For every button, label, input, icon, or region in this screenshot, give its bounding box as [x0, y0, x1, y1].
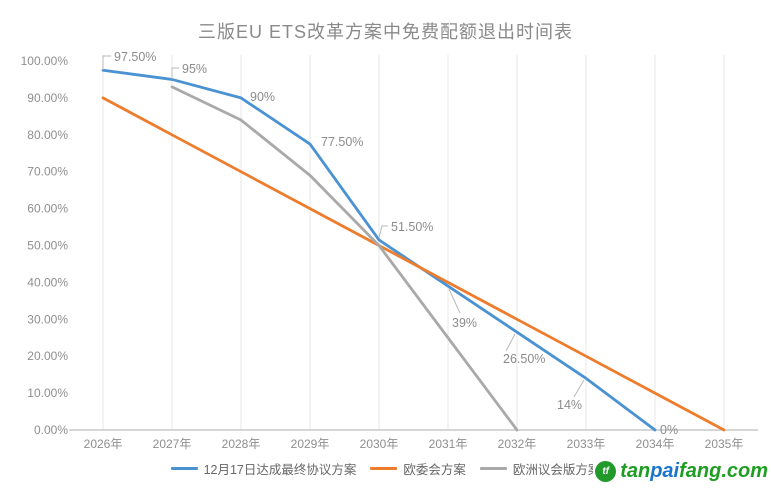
series-line	[101, 68, 657, 432]
data-label: 0%	[660, 423, 678, 437]
y-axis-label: 30.00%	[27, 312, 68, 326]
x-axis-label: 2026年	[84, 437, 123, 451]
x-axis-label: 2029年	[291, 437, 330, 451]
tanpaifang-logo-icon: tf	[595, 461, 617, 482]
y-axis-label: 70.00%	[27, 165, 68, 179]
data-label: 95%	[182, 62, 207, 76]
watermark-text-segment: pai	[650, 460, 680, 482]
label-leader-line	[448, 288, 461, 314]
chart-title: 三版EU ETS改革方案中免费配额退出时间表	[197, 22, 573, 42]
data-label: 90%	[250, 90, 275, 104]
y-axis-label: 60.00%	[27, 202, 68, 216]
y-axis-label: 40.00%	[27, 275, 68, 289]
y-axis-label: 90.00%	[27, 91, 68, 105]
y-axis-label: 20.00%	[27, 349, 68, 363]
label-leader-line	[505, 333, 516, 352]
legend-label: 12月17日达成最终协议方案	[203, 462, 357, 477]
series-line	[170, 85, 519, 432]
legend-line-swatch	[170, 466, 198, 470]
y-axis-label: 100.00%	[21, 54, 69, 68]
x-axis-label: 2032年	[498, 437, 537, 451]
legend-label: 欧洲议会版方案	[512, 462, 601, 477]
legend-label: 欧委会方案	[403, 462, 466, 477]
label-leader-line	[573, 379, 585, 398]
watermark-text-segment: fang	[679, 460, 722, 482]
legend-line-swatch	[479, 466, 507, 470]
series-line	[101, 96, 726, 432]
x-axis-label: 2034年	[636, 437, 675, 451]
x-axis-label: 2035年	[705, 437, 744, 451]
x-axis-label: 2031年	[429, 437, 468, 451]
y-axis-label: 50.00%	[27, 239, 68, 253]
chart-legend: 12月17日达成最终协议方案 欧委会方案 欧洲议会版方案	[0, 458, 771, 478]
legend-item: 12月17日达成最终协议方案	[170, 459, 357, 478]
x-axis-label: 2033年	[567, 437, 606, 451]
label-leader-line	[378, 225, 388, 239]
watermark-text-segment: tan	[620, 460, 651, 482]
legend-line-swatch	[370, 466, 398, 470]
y-axis-label: 80.00%	[27, 128, 68, 142]
watermark-text: tanpaifang.com	[620, 460, 768, 483]
x-axis-label: 2028年	[222, 437, 261, 451]
data-label: 97.50%	[114, 50, 156, 64]
data-label: 39%	[452, 316, 477, 330]
x-axis-label: 2030年	[360, 437, 399, 451]
y-axis-label: 0.00%	[34, 423, 68, 437]
legend-item: 欧洲议会版方案	[479, 459, 601, 478]
y-axis-label: 10.00%	[27, 386, 68, 400]
label-leader-line	[171, 67, 179, 79]
data-label: 77.50%	[321, 135, 363, 149]
data-label: 51.50%	[391, 220, 433, 234]
x-axis-label: 2027年	[153, 437, 192, 451]
data-label: 14%	[557, 398, 582, 412]
label-leader-line	[102, 55, 111, 70]
data-label: 26.50%	[503, 352, 545, 366]
watermark-text-segment: .com	[721, 460, 768, 482]
legend-item: 欧委会方案	[370, 459, 466, 478]
watermark: tf tanpaifang.com	[593, 460, 768, 483]
